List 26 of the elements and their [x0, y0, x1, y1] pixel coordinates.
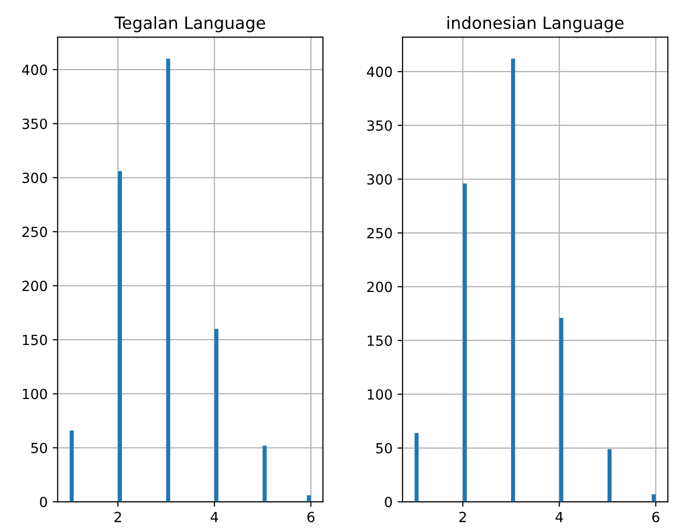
- y-tick-label: 350: [22, 118, 47, 130]
- y-tick-label: 200: [367, 282, 392, 292]
- x-tick-label: 6: [307, 512, 314, 522]
- y-tick-label: 300: [367, 174, 392, 185]
- y-tick-label: 400: [366, 66, 392, 78]
- y-tick-label: 400: [22, 64, 47, 76]
- y-tick-label: 350: [367, 120, 392, 131]
- x-tick-label: 4: [556, 512, 563, 522]
- x-tick-label: 6: [652, 512, 660, 522]
- x-tick-label: 2: [114, 512, 121, 522]
- y-tick-label: 250: [367, 228, 392, 238]
- y-tick-label: 50: [376, 442, 392, 454]
- y-tick-label: 50: [31, 442, 47, 454]
- x-tick-label: 2: [459, 512, 466, 522]
- y-tick-label: 200: [22, 280, 47, 292]
- y-tick-label: 100: [368, 389, 392, 400]
- chart-title: indonesian Language: [448, 16, 624, 32]
- y-tick-label: 300: [22, 172, 47, 184]
- y-tick-label: 0: [40, 496, 47, 508]
- y-tick-label: 250: [22, 226, 47, 238]
- y-tick-label: 150: [22, 334, 47, 346]
- chart-title: Tegalan Language: [114, 16, 266, 32]
- x-tick-label: 4: [210, 512, 218, 522]
- y-tick-label: 0: [384, 496, 392, 508]
- y-tick-label: 150: [368, 335, 392, 346]
- y-tick-label: 100: [22, 388, 47, 400]
